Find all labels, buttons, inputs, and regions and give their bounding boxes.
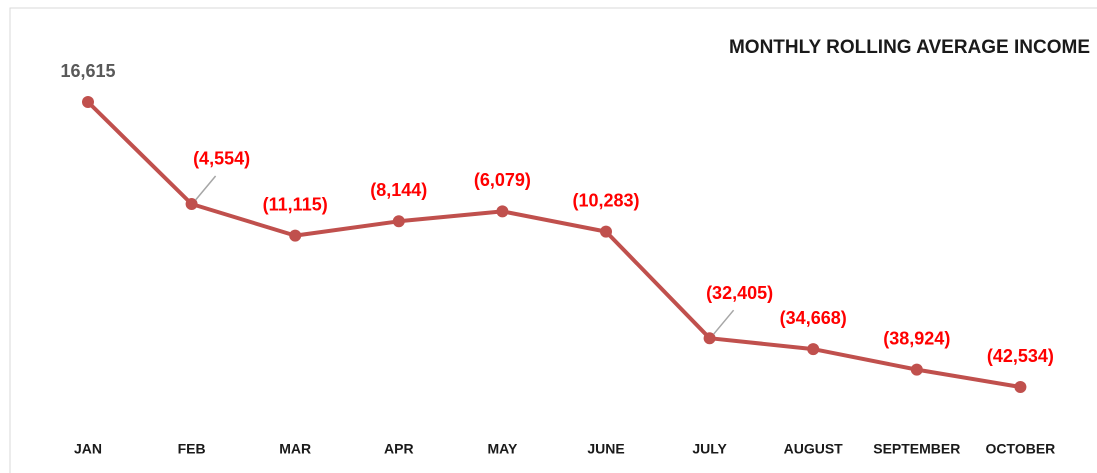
leader-line <box>195 175 217 201</box>
marker <box>703 332 716 345</box>
marker <box>1014 381 1027 393</box>
data-label: (42,534) <box>987 346 1054 366</box>
chart-border <box>9 7 1097 473</box>
data-label: (8,144) <box>370 180 427 200</box>
x-tick-label: JAN <box>74 441 102 457</box>
chart-title: MONTHLY ROLLING AVERAGE INCOME <box>729 37 1090 58</box>
data-label: (6,079) <box>474 170 531 190</box>
leader-line <box>713 309 735 335</box>
x-tick-label: MAY <box>487 441 517 457</box>
data-label: 16,615 <box>60 61 115 81</box>
x-tick-label: AUGUST <box>784 441 844 457</box>
marker <box>496 205 509 218</box>
x-tick-label: OCTOBER <box>986 441 1056 457</box>
marker <box>910 363 923 376</box>
x-tick-label: APR <box>384 441 414 457</box>
x-tick-label: JULY <box>692 441 727 457</box>
marker <box>82 96 94 108</box>
marker <box>392 215 405 228</box>
data-label: (11,115) <box>263 194 328 214</box>
x-tick-label: SEPTEMBER <box>873 441 960 457</box>
data-label: (4,554) <box>193 149 250 169</box>
data-label: (38,924) <box>883 328 950 348</box>
marker <box>807 343 820 356</box>
data-label: (10,283) <box>572 190 639 210</box>
x-tick-label: MAR <box>279 441 311 457</box>
marker <box>185 197 198 210</box>
x-tick-label: FEB <box>178 441 206 457</box>
marker <box>600 225 612 238</box>
line <box>86 100 1021 389</box>
data-label: (32,405) <box>706 283 773 303</box>
data-label: (34,668) <box>780 308 847 328</box>
x-tick-label: JUNE <box>587 441 624 457</box>
marker <box>289 229 302 242</box>
